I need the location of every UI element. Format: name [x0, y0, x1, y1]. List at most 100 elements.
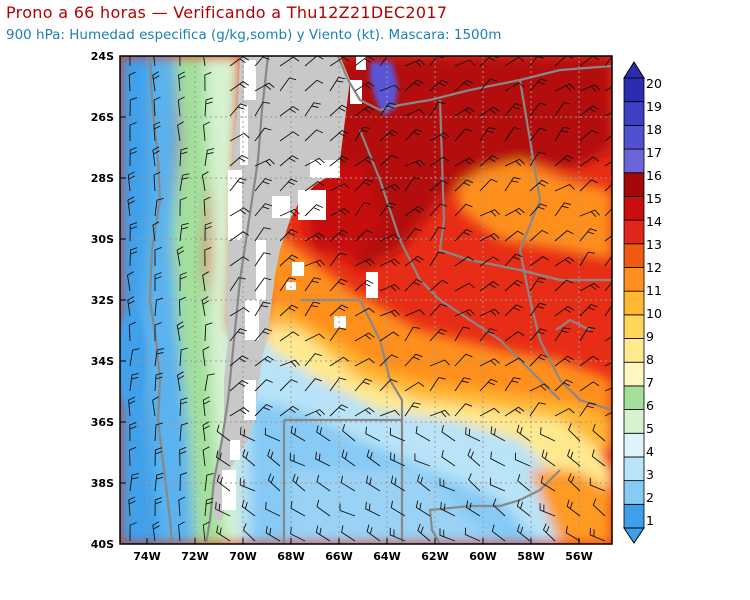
graticule: [120, 56, 612, 544]
wind-barb: [129, 147, 137, 167]
wind-barb: [379, 309, 400, 318]
wind-barb: [479, 209, 500, 217]
wind-barb: [529, 151, 546, 167]
wind-barb: [154, 197, 164, 217]
wind-barb: [229, 307, 250, 317]
wind-barb: [154, 246, 162, 266]
wind-barb: [429, 203, 448, 217]
wind-barb: [229, 103, 248, 117]
wind-barb: [354, 156, 375, 167]
wind-barb: [429, 226, 446, 242]
wind-barb: [479, 378, 498, 392]
wind-barb: [404, 326, 421, 342]
wind-barb: [316, 499, 331, 517]
wind-barb: [254, 203, 272, 217]
wind-barb: [579, 402, 597, 417]
wind-barb: [439, 478, 456, 492]
wind-barb: [254, 82, 275, 92]
wind-barb: [504, 279, 524, 292]
wind-barb: [304, 232, 325, 242]
wind-barb: [429, 132, 450, 142]
wind-barb: [279, 155, 299, 167]
wind-barb: [479, 127, 496, 142]
wind-barb: [229, 277, 246, 292]
wind-barb: [153, 96, 161, 117]
wind-barb: [179, 347, 188, 367]
wind-barb: [354, 126, 371, 142]
wind-barb: [467, 448, 481, 467]
wind-barb: [491, 524, 506, 542]
wind-barb: [154, 447, 163, 467]
wind-barb: [179, 422, 189, 442]
wind-barb: [592, 498, 606, 517]
wind-barb: [279, 56, 300, 67]
wind-barb: [365, 426, 381, 442]
lon-label: 66W: [325, 550, 352, 563]
colorbar: 1 2 3 4 5 6 7 8 9 10 11 12 13 14 15 16 1…: [623, 61, 662, 544]
wind-barb: [127, 296, 135, 317]
wind-barb: [489, 477, 506, 492]
wind-barb: [454, 228, 473, 242]
colorbar-swatch: [623, 243, 645, 268]
wind-barb: [389, 427, 406, 442]
wind-barb: [329, 327, 347, 342]
wind-barb: [254, 277, 272, 292]
wind-barb: [154, 372, 163, 392]
wind-barb: [379, 183, 400, 192]
wind-barb: [379, 233, 400, 242]
wind-barb: [152, 396, 159, 417]
lon-label: 58W: [517, 550, 544, 563]
wind-barb: [279, 131, 300, 142]
wind-barb: [204, 246, 212, 267]
colorbar-label: 18: [646, 122, 662, 137]
wind-barb: [568, 423, 581, 442]
wind-barb: [390, 452, 406, 467]
lat-label: 26S: [91, 111, 114, 124]
wind-barb: [202, 521, 210, 542]
wind-barb: [492, 498, 506, 517]
wind-barb: [201, 171, 209, 192]
colorbar-swatch: [623, 361, 645, 387]
lat-label: 36S: [91, 416, 114, 429]
wind-barb: [454, 353, 473, 367]
wind-barb: [479, 155, 499, 167]
wind-barb: [554, 230, 574, 242]
wind-barb: [604, 361, 612, 367]
colorbar-label: 9: [646, 329, 654, 344]
wind-barb: [229, 328, 247, 342]
wind-barb: [479, 308, 500, 317]
wind-barb: [542, 523, 556, 542]
wind-barb: [454, 107, 475, 117]
wind-barb: [529, 203, 548, 217]
map-title: Prono a 66 horas — Verificando a Thu12Z2…: [6, 3, 448, 22]
wind-barb: [479, 56, 499, 67]
wind-barb: [366, 475, 381, 492]
wind-barb: [152, 521, 160, 542]
wind-barb: [254, 56, 273, 67]
wind-barb: [539, 503, 556, 517]
wind-barb: [254, 301, 271, 317]
wind-barb: [504, 207, 525, 217]
wind-barb: [516, 499, 531, 517]
wind-barb: [579, 179, 599, 192]
wind-barb: [179, 446, 187, 467]
colorbar-label: 20: [646, 76, 662, 91]
wind-barb: [153, 121, 161, 142]
wind-barb: [379, 56, 389, 67]
wind-barb: [202, 396, 211, 417]
wind-barb: [504, 406, 525, 417]
wind-barb: [279, 105, 300, 117]
wind-barb: [579, 156, 600, 167]
wind-barb: [454, 309, 475, 317]
wind-barb: [304, 378, 323, 392]
wind-barb: [254, 101, 271, 117]
wind-barb: [604, 134, 612, 142]
colorbar-label: 5: [646, 421, 654, 436]
wind-barb: [254, 158, 275, 167]
wind-barb: [179, 272, 187, 292]
wind-barb: [404, 228, 423, 242]
wind-barb: [379, 378, 398, 392]
lon-label: 56W: [565, 550, 592, 563]
wind-barb: [566, 499, 581, 517]
